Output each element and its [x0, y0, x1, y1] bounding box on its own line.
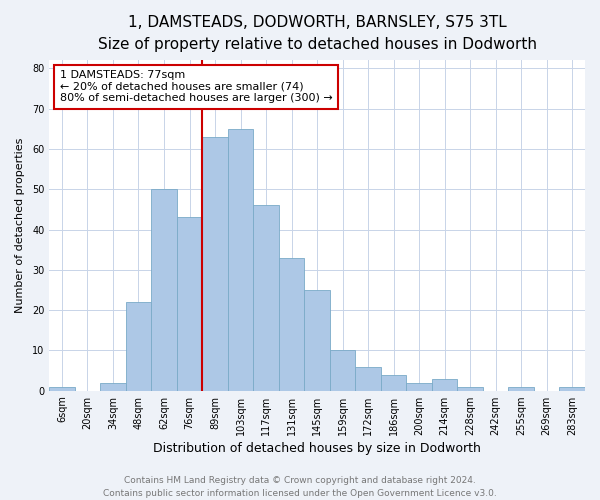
Title: 1, DAMSTEADS, DODWORTH, BARNSLEY, S75 3TL
Size of property relative to detached : 1, DAMSTEADS, DODWORTH, BARNSLEY, S75 3T…	[98, 15, 536, 52]
Bar	[355, 366, 381, 390]
Bar	[253, 206, 279, 390]
Bar	[202, 137, 228, 390]
Bar	[100, 382, 126, 390]
Bar	[457, 386, 483, 390]
Bar	[304, 290, 330, 390]
Bar	[177, 218, 202, 390]
Bar	[49, 386, 74, 390]
Bar	[508, 386, 534, 390]
Bar	[381, 374, 406, 390]
Bar	[330, 350, 355, 391]
X-axis label: Distribution of detached houses by size in Dodworth: Distribution of detached houses by size …	[153, 442, 481, 455]
Bar	[559, 386, 585, 390]
Text: 1 DAMSTEADS: 77sqm
← 20% of detached houses are smaller (74)
80% of semi-detache: 1 DAMSTEADS: 77sqm ← 20% of detached hou…	[60, 70, 332, 103]
Text: Contains HM Land Registry data © Crown copyright and database right 2024.
Contai: Contains HM Land Registry data © Crown c…	[103, 476, 497, 498]
Bar	[151, 189, 177, 390]
Y-axis label: Number of detached properties: Number of detached properties	[15, 138, 25, 313]
Bar	[126, 302, 151, 390]
Bar	[279, 258, 304, 390]
Bar	[432, 378, 457, 390]
Bar	[406, 382, 432, 390]
Bar	[228, 129, 253, 390]
